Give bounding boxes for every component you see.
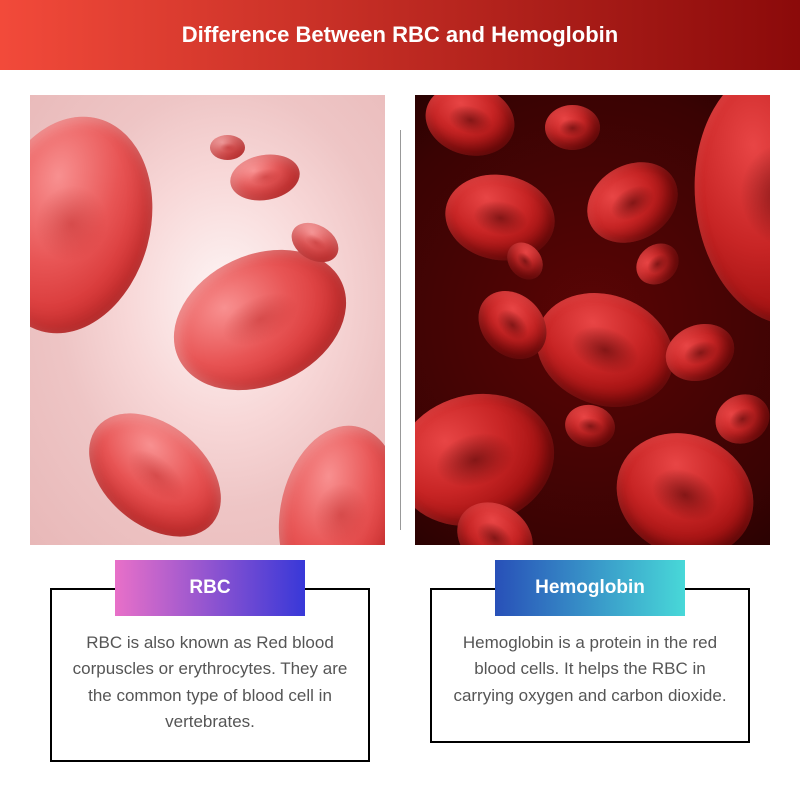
- page-title: Difference Between RBC and Hemoglobin: [182, 22, 618, 48]
- blood-cell: [520, 274, 689, 425]
- blood-cell: [707, 386, 770, 453]
- blood-cell: [573, 146, 693, 258]
- hemoglobin-block: Hemoglobin Hemoglobin is a protein in th…: [430, 560, 750, 762]
- blood-cell: [65, 388, 244, 545]
- blood-cell: [417, 95, 522, 165]
- blood-cell: [684, 95, 770, 332]
- blood-cell: [628, 235, 687, 293]
- blood-cell: [438, 166, 561, 269]
- descriptions-row: RBC RBC is also known as Red blood corpu…: [0, 560, 800, 792]
- vertical-divider: [400, 130, 401, 530]
- hemoglobin-illustration: [415, 95, 770, 545]
- hemoglobin-label: Hemoglobin: [495, 560, 685, 616]
- blood-cell: [562, 401, 619, 451]
- blood-cell: [227, 149, 304, 205]
- rbc-illustration: [30, 95, 385, 545]
- blood-cell: [545, 105, 600, 150]
- blood-cell: [30, 98, 176, 352]
- images-row: [0, 70, 800, 560]
- blood-cell: [265, 416, 385, 545]
- blood-cell: [210, 135, 245, 160]
- rbc-label: RBC: [115, 560, 305, 616]
- rbc-block: RBC RBC is also known as Red blood corpu…: [50, 560, 370, 762]
- blood-cell: [658, 315, 743, 391]
- header-banner: Difference Between RBC and Hemoglobin: [0, 0, 800, 70]
